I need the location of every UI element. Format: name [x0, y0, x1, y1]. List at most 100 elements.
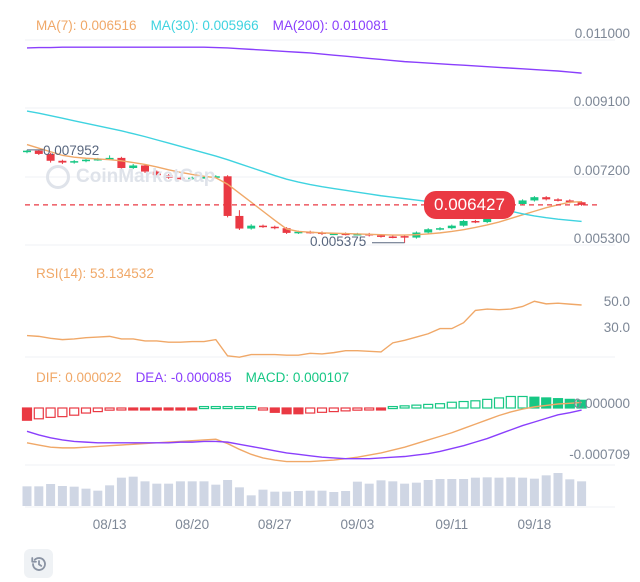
macd-bar-positive — [411, 404, 422, 409]
volume-bar — [234, 487, 244, 506]
candle-down — [400, 236, 409, 238]
volume-bar — [164, 483, 174, 506]
macd-bar-negative — [116, 407, 127, 411]
candle-down — [58, 160, 67, 163]
macd-bar-negative — [257, 407, 269, 411]
volume-bar — [364, 483, 374, 506]
dif-legend: DIF: 0.000022 — [36, 370, 122, 385]
candle-up — [129, 165, 138, 168]
history-button[interactable] — [24, 549, 53, 578]
volume-bar — [293, 491, 303, 506]
rsi-tick-0: 50.0 — [603, 294, 630, 309]
macd-bar-positive — [434, 403, 446, 409]
volume-bar — [258, 489, 268, 506]
ma-legend: MA(7): 0.006516 MA(30): 0.005966 MA(200)… — [36, 18, 388, 33]
macd-bar-negative — [187, 407, 198, 411]
date-tick: 08/27 — [257, 517, 292, 532]
macd-bar-negative — [269, 407, 280, 413]
candle-down — [377, 235, 385, 237]
macd-bar-negative — [352, 407, 363, 411]
volume-bar — [518, 477, 528, 506]
macd-bar-negative — [293, 407, 304, 415]
date-tick: 09/18 — [517, 517, 552, 532]
volume-bar — [246, 495, 256, 506]
macd-tick-1: -0.000709 — [569, 447, 630, 462]
macd-bar-negative — [305, 407, 316, 414]
volume-bar — [423, 480, 433, 506]
macd-bar-negative — [104, 407, 115, 411]
price-tick-0: 0.011000 — [574, 26, 630, 41]
ma200-legend: MA(200): 0.010081 — [272, 18, 389, 33]
volume-bar — [34, 486, 44, 506]
history-icon — [30, 556, 46, 571]
candle-down — [34, 150, 43, 154]
macd-bar-positive — [493, 397, 505, 409]
macd-bar-negative — [80, 407, 92, 414]
volume-bar — [46, 484, 56, 506]
volume-bar — [305, 490, 315, 506]
macd-bar-negative — [92, 407, 103, 413]
volume-bar — [223, 480, 233, 506]
volume-bar — [482, 477, 492, 506]
volume-bar — [22, 486, 32, 506]
candle-up — [82, 159, 90, 162]
volume-bar — [459, 479, 469, 506]
macd-bar-positive — [246, 405, 257, 410]
candle-down — [388, 236, 397, 238]
volume-bar — [140, 481, 150, 506]
volume-bar — [199, 481, 209, 506]
volume-bar — [317, 490, 327, 506]
macd-value-legend: MACD: 0.000107 — [245, 370, 350, 385]
watermark-text: CoinMarketCap — [76, 166, 216, 187]
macd-bar-negative — [128, 407, 139, 411]
candle-up — [247, 225, 256, 229]
ma7-legend: MA(7): 0.006516 — [36, 18, 137, 33]
macd-bar-positive — [234, 405, 245, 410]
volume-bar — [341, 491, 351, 506]
candle-up — [447, 225, 456, 229]
macd-bar-negative — [316, 407, 328, 413]
candle-down — [164, 175, 173, 178]
candle-down — [117, 157, 126, 168]
candle-up — [23, 150, 31, 153]
macd-bar-positive — [399, 405, 410, 409]
volume-bar — [81, 488, 91, 506]
date-tick: 08/20 — [175, 517, 210, 532]
macd-bar-positive — [470, 400, 481, 409]
macd-bar-negative — [281, 407, 292, 415]
price-tick-1: 0.009100 — [573, 94, 630, 109]
price-tick-2: 0.007200 — [573, 163, 630, 178]
dea-legend: DEA: -0.000085 — [135, 370, 232, 385]
volume-bar — [175, 481, 185, 506]
macd-bar-positive — [517, 395, 528, 409]
candle-up — [353, 233, 362, 236]
coinmarketcap-logo-icon — [46, 165, 70, 189]
volume-bar — [494, 477, 504, 506]
volume-bar — [69, 486, 79, 506]
ma200-line — [26, 46, 582, 74]
dif-line — [26, 401, 582, 463]
volume-bar — [128, 476, 138, 506]
candle-up — [459, 220, 468, 226]
volume-bar — [400, 483, 410, 506]
volume-bar — [435, 479, 445, 506]
rsi-tick-1: 30.0 — [603, 320, 630, 335]
candle-down — [471, 220, 480, 223]
candle-up — [200, 177, 208, 179]
macd-bar-negative — [364, 407, 375, 411]
dea-line — [26, 409, 582, 460]
macd-bar-negative — [69, 407, 80, 416]
candle-up — [93, 158, 102, 161]
volume-bar — [388, 481, 398, 506]
candle-up — [518, 200, 527, 205]
volume-bar — [577, 481, 587, 506]
macd-tick-0: 0.000000 — [573, 396, 630, 411]
macd-bar-positive — [210, 405, 221, 410]
volume-bar — [529, 478, 539, 506]
macd-bar-negative — [139, 407, 151, 411]
candle-down — [565, 200, 574, 203]
ma7-line — [26, 143, 582, 236]
volume-bar — [270, 491, 280, 506]
macd-bar-negative — [375, 407, 387, 411]
